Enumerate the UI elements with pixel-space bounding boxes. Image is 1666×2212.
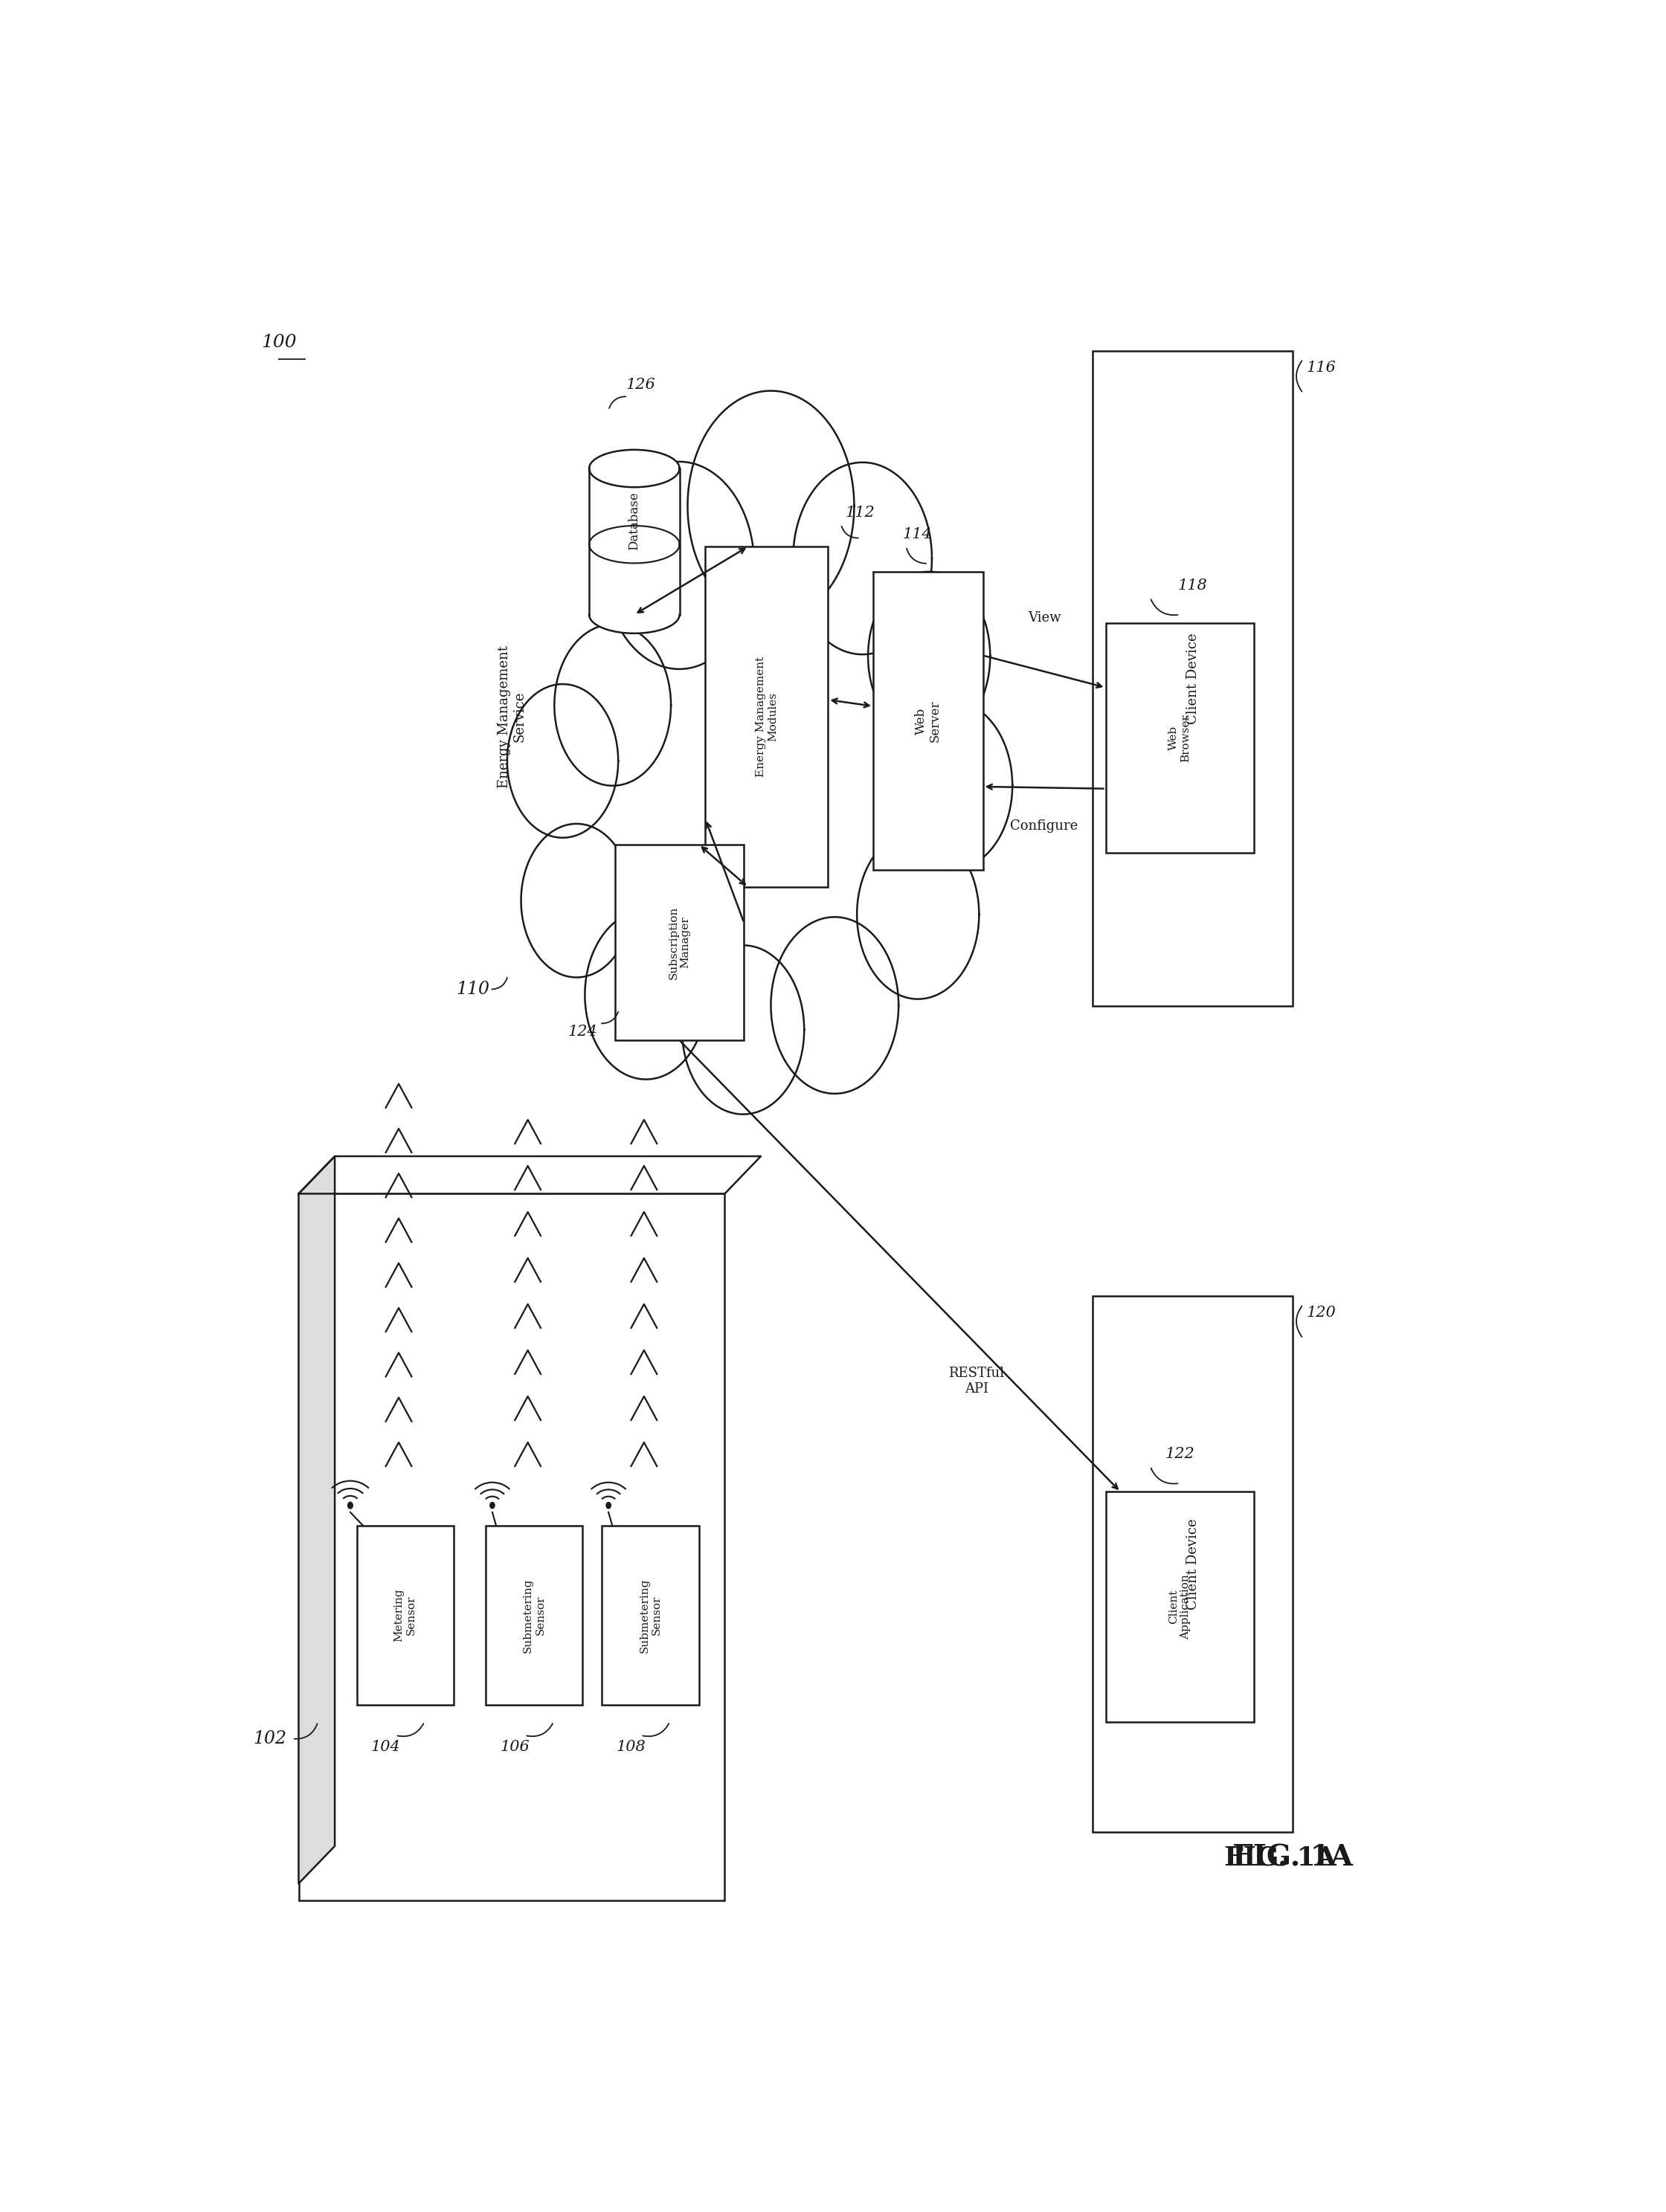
Polygon shape bbox=[590, 449, 680, 487]
Text: Web
Server: Web Server bbox=[915, 699, 941, 741]
Polygon shape bbox=[688, 392, 855, 622]
Text: Client Device: Client Device bbox=[1186, 1520, 1200, 1610]
FancyBboxPatch shape bbox=[1106, 624, 1254, 854]
Text: Database: Database bbox=[628, 491, 641, 551]
Polygon shape bbox=[681, 945, 805, 1115]
Polygon shape bbox=[868, 571, 990, 741]
Text: View: View bbox=[1028, 611, 1061, 624]
Text: 116: 116 bbox=[1306, 361, 1336, 374]
Text: 120: 120 bbox=[1306, 1305, 1336, 1321]
Circle shape bbox=[606, 1502, 611, 1509]
Polygon shape bbox=[590, 526, 680, 564]
Polygon shape bbox=[793, 462, 931, 655]
Polygon shape bbox=[555, 624, 671, 785]
Circle shape bbox=[348, 1502, 353, 1509]
Text: Submetering
Sensor: Submetering Sensor bbox=[640, 1577, 661, 1652]
Text: Energy Management
Modules: Energy Management Modules bbox=[755, 657, 778, 776]
Text: Energy Management
Service: Energy Management Service bbox=[496, 646, 526, 787]
Polygon shape bbox=[298, 1157, 761, 1194]
Text: FIG. 1A: FIG. 1A bbox=[1225, 1845, 1336, 1871]
Text: 124: 124 bbox=[568, 1024, 598, 1040]
FancyBboxPatch shape bbox=[357, 1526, 453, 1705]
Text: 102: 102 bbox=[253, 1730, 287, 1747]
Polygon shape bbox=[590, 615, 680, 633]
Polygon shape bbox=[590, 469, 680, 615]
Text: RESTful
API: RESTful API bbox=[948, 1367, 1005, 1396]
Text: Subscription
Manager: Subscription Manager bbox=[668, 907, 691, 980]
FancyBboxPatch shape bbox=[1093, 349, 1293, 1006]
Polygon shape bbox=[605, 462, 755, 668]
Text: 112: 112 bbox=[846, 504, 875, 520]
FancyBboxPatch shape bbox=[298, 1194, 725, 1900]
Text: Client
Application: Client Application bbox=[1168, 1575, 1191, 1639]
Text: Configure: Configure bbox=[1010, 818, 1078, 834]
Polygon shape bbox=[771, 918, 898, 1093]
Text: 110: 110 bbox=[456, 980, 490, 998]
Text: 104: 104 bbox=[372, 1741, 400, 1754]
Text: 106: 106 bbox=[500, 1741, 530, 1754]
FancyBboxPatch shape bbox=[705, 546, 828, 887]
Text: Submetering
Sensor: Submetering Sensor bbox=[523, 1577, 545, 1652]
Text: Client Device: Client Device bbox=[1186, 633, 1200, 723]
Polygon shape bbox=[506, 684, 618, 838]
Text: Metering
Sensor: Metering Sensor bbox=[393, 1588, 416, 1641]
Text: 114: 114 bbox=[903, 526, 931, 542]
Text: 122: 122 bbox=[1165, 1447, 1195, 1462]
Text: Web
Browser: Web Browser bbox=[1168, 714, 1191, 763]
Polygon shape bbox=[521, 823, 631, 978]
FancyBboxPatch shape bbox=[1093, 1296, 1293, 1832]
Text: 126: 126 bbox=[626, 378, 655, 392]
Text: 108: 108 bbox=[616, 1741, 646, 1754]
FancyBboxPatch shape bbox=[1106, 1491, 1254, 1721]
Polygon shape bbox=[585, 911, 706, 1079]
FancyBboxPatch shape bbox=[615, 845, 745, 1040]
FancyBboxPatch shape bbox=[486, 1526, 583, 1705]
FancyBboxPatch shape bbox=[601, 1526, 700, 1705]
Text: 118: 118 bbox=[1178, 580, 1208, 593]
Polygon shape bbox=[298, 1157, 335, 1885]
Circle shape bbox=[490, 1502, 495, 1509]
Polygon shape bbox=[856, 830, 980, 1000]
Text: FIG. 1A: FIG. 1A bbox=[1233, 1845, 1353, 1871]
FancyBboxPatch shape bbox=[873, 573, 983, 869]
Polygon shape bbox=[890, 701, 1013, 869]
Text: 100: 100 bbox=[262, 334, 297, 352]
